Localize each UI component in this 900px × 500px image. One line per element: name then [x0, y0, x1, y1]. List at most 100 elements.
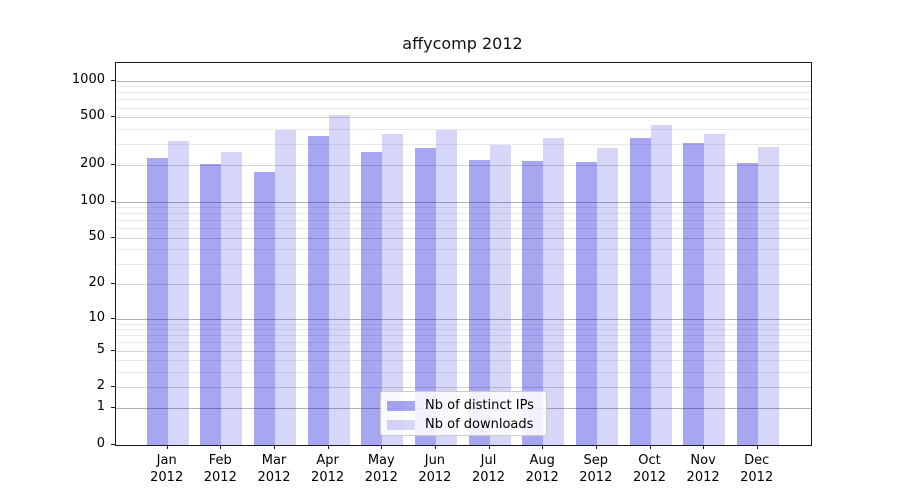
x-label-year: 2012	[418, 470, 452, 485]
x-tick-may	[381, 445, 383, 449]
gridline-700	[116, 99, 811, 101]
gridline-4	[116, 360, 811, 362]
gridline-70	[116, 220, 811, 222]
bar-downloads-jan	[167, 141, 189, 445]
x-label-year: 2012	[686, 470, 720, 485]
legend-label-distinct-ips: Nb of distinct IPs	[425, 398, 534, 413]
gridline-200	[116, 165, 811, 167]
y-tick-label-1: 1	[96, 399, 105, 415]
x-tick-label-dec: Dec 2012	[729, 452, 785, 486]
bar-ips-jul	[468, 160, 490, 445]
legend: Nb of distinct IPs Nb of downloads	[380, 391, 547, 436]
x-tick-label-mar: Mar 2012	[246, 452, 302, 486]
y-tick-label-20: 20	[88, 275, 105, 291]
x-tick-label-feb: Feb 2012	[192, 452, 248, 486]
gridline-90	[116, 207, 811, 208]
x-label-year: 2012	[257, 470, 291, 485]
bar-downloads-jul	[489, 144, 511, 445]
gridline-3	[116, 371, 811, 373]
bar-ips-sep	[575, 162, 597, 445]
chart-title: affycomp 2012	[402, 34, 523, 53]
y-tick-label-10: 10	[88, 309, 105, 325]
gridline-2	[116, 387, 811, 388]
x-label-month: Apr	[316, 453, 339, 468]
x-tick-label-apr: Apr 2012	[300, 452, 356, 486]
gridline-900	[116, 86, 811, 88]
y-tick-20	[111, 283, 115, 285]
x-label-year: 2012	[525, 470, 559, 485]
x-label-year: 2012	[150, 470, 184, 485]
legend-swatch-distinct-ips	[387, 400, 415, 411]
x-tick-label-sep: Sep 2012	[568, 452, 624, 486]
bar-downloads-feb	[221, 152, 243, 445]
x-tick-jun	[434, 445, 436, 449]
bar-ips-jun	[414, 148, 436, 445]
bar-ips-mar	[254, 172, 275, 445]
y-tick-2	[111, 386, 115, 387]
x-tick-oct	[649, 445, 651, 449]
bar-downloads-mar	[275, 130, 296, 445]
legend-label-downloads: Nb of downloads	[425, 417, 534, 432]
gridline-40	[116, 249, 811, 251]
bar-ips-nov	[683, 143, 705, 445]
bar-ips-oct	[629, 137, 651, 445]
x-tick-mar	[274, 445, 275, 449]
x-tick-jan	[166, 445, 168, 449]
x-label-year: 2012	[740, 470, 774, 485]
x-label-month: Oct	[638, 453, 661, 468]
gridlines-layer	[116, 63, 811, 445]
x-label-month: Feb	[208, 453, 232, 468]
x-tick-nov	[703, 445, 705, 449]
x-label-month: Dec	[744, 453, 770, 468]
x-label-month: Mar	[261, 453, 287, 468]
x-label-year: 2012	[471, 470, 506, 485]
x-label-month: Jul	[480, 453, 497, 468]
gridline-20	[116, 284, 811, 286]
x-tick-feb	[220, 445, 222, 449]
bar-downloads-sep	[596, 148, 618, 445]
gridline-8	[116, 329, 811, 331]
bar-downloads-may	[382, 133, 404, 445]
bar-downloads-jun	[435, 130, 457, 445]
bar-ips-may	[361, 151, 383, 445]
y-tick-label-200: 200	[80, 156, 105, 172]
x-label-year: 2012	[203, 470, 237, 485]
y-tick-label-1000: 1000	[71, 71, 105, 87]
y-tick-500	[111, 116, 115, 118]
x-label-month: Aug	[529, 453, 555, 468]
bars-layer	[116, 63, 811, 445]
x-label-month: May	[367, 453, 395, 468]
gridline-6	[116, 342, 811, 344]
x-tick-dec	[756, 445, 758, 449]
gridline-500	[116, 117, 811, 119]
gridline-400	[116, 128, 811, 130]
gridline-1000	[116, 80, 811, 82]
y-tick-label-500: 500	[80, 108, 105, 124]
y-tick-0	[111, 444, 115, 445]
y-tick-1	[111, 407, 115, 409]
gridline-50	[116, 237, 811, 239]
legend-item-distinct-ips: Nb of distinct IPs	[387, 396, 538, 415]
x-tick-label-jul: Jul 2012	[461, 452, 517, 486]
gridline-9	[116, 323, 811, 325]
x-tick-label-oct: Oct 2012	[622, 452, 678, 486]
bar-ips-apr	[307, 136, 329, 445]
x-label-month: Jan	[156, 453, 177, 468]
x-label-year: 2012	[311, 470, 345, 485]
y-tick-1000	[111, 79, 115, 81]
x-label-month: Jun	[424, 453, 446, 468]
x-label-month: Nov	[690, 453, 716, 468]
y-tick-label-100: 100	[80, 192, 105, 208]
gridline-10	[116, 318, 811, 320]
gridline-5	[116, 350, 811, 352]
x-tick-label-may: May 2012	[353, 452, 409, 486]
x-tick-apr	[327, 445, 329, 449]
x-tick-label-jan: Jan 2012	[139, 452, 195, 486]
y-tick-label-2: 2	[96, 378, 105, 393]
plot-area: Nb of distinct IPs Nb of downloads	[115, 62, 812, 446]
y-tick-10	[111, 317, 115, 319]
x-tick-sep	[595, 445, 597, 449]
x-tick-label-jun: Jun 2012	[407, 452, 463, 486]
gridline-800	[116, 92, 811, 94]
